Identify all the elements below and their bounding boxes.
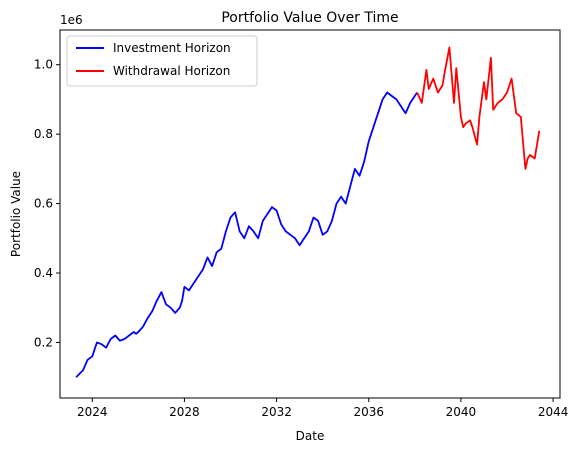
- x-tick-label: 2024: [77, 405, 108, 419]
- x-tick-label: 2040: [446, 405, 477, 419]
- y-tick-label: 0.2: [34, 335, 53, 349]
- y-axis-label: Portfolio Value: [9, 171, 23, 257]
- y-tick-label: 1.0: [34, 58, 53, 72]
- x-tick-label: 2032: [261, 405, 292, 419]
- x-axis-label: Date: [296, 429, 325, 443]
- chart-title: Portfolio Value Over Time: [221, 10, 398, 26]
- legend: Investment Horizon Withdrawal Horizon: [66, 35, 258, 87]
- x-tick-label: 2044: [538, 405, 569, 419]
- y-tick-label: 0.4: [34, 266, 53, 280]
- legend-box: [66, 35, 258, 87]
- y-axis: 0.2 0.4 0.6 0.8 1.0: [34, 58, 60, 349]
- x-tick-label: 2036: [353, 405, 384, 419]
- legend-label-withdrawal: Withdrawal Horizon: [113, 64, 230, 78]
- legend-label-investment: Investment Horizon: [113, 41, 231, 55]
- x-axis: 2024 2028 2032 2036 2040 2044: [77, 398, 568, 419]
- y-offset-label: 1e6: [60, 13, 83, 27]
- series-line-investment-horizon: [75, 91, 418, 378]
- series-line-withdrawal-horizon: [416, 46, 541, 170]
- x-tick-label: 2028: [169, 405, 200, 419]
- axes-frame: [59, 29, 561, 399]
- y-tick-label: 0.6: [34, 197, 53, 211]
- plot-area: [75, 46, 541, 378]
- y-tick-label: 0.8: [34, 127, 53, 141]
